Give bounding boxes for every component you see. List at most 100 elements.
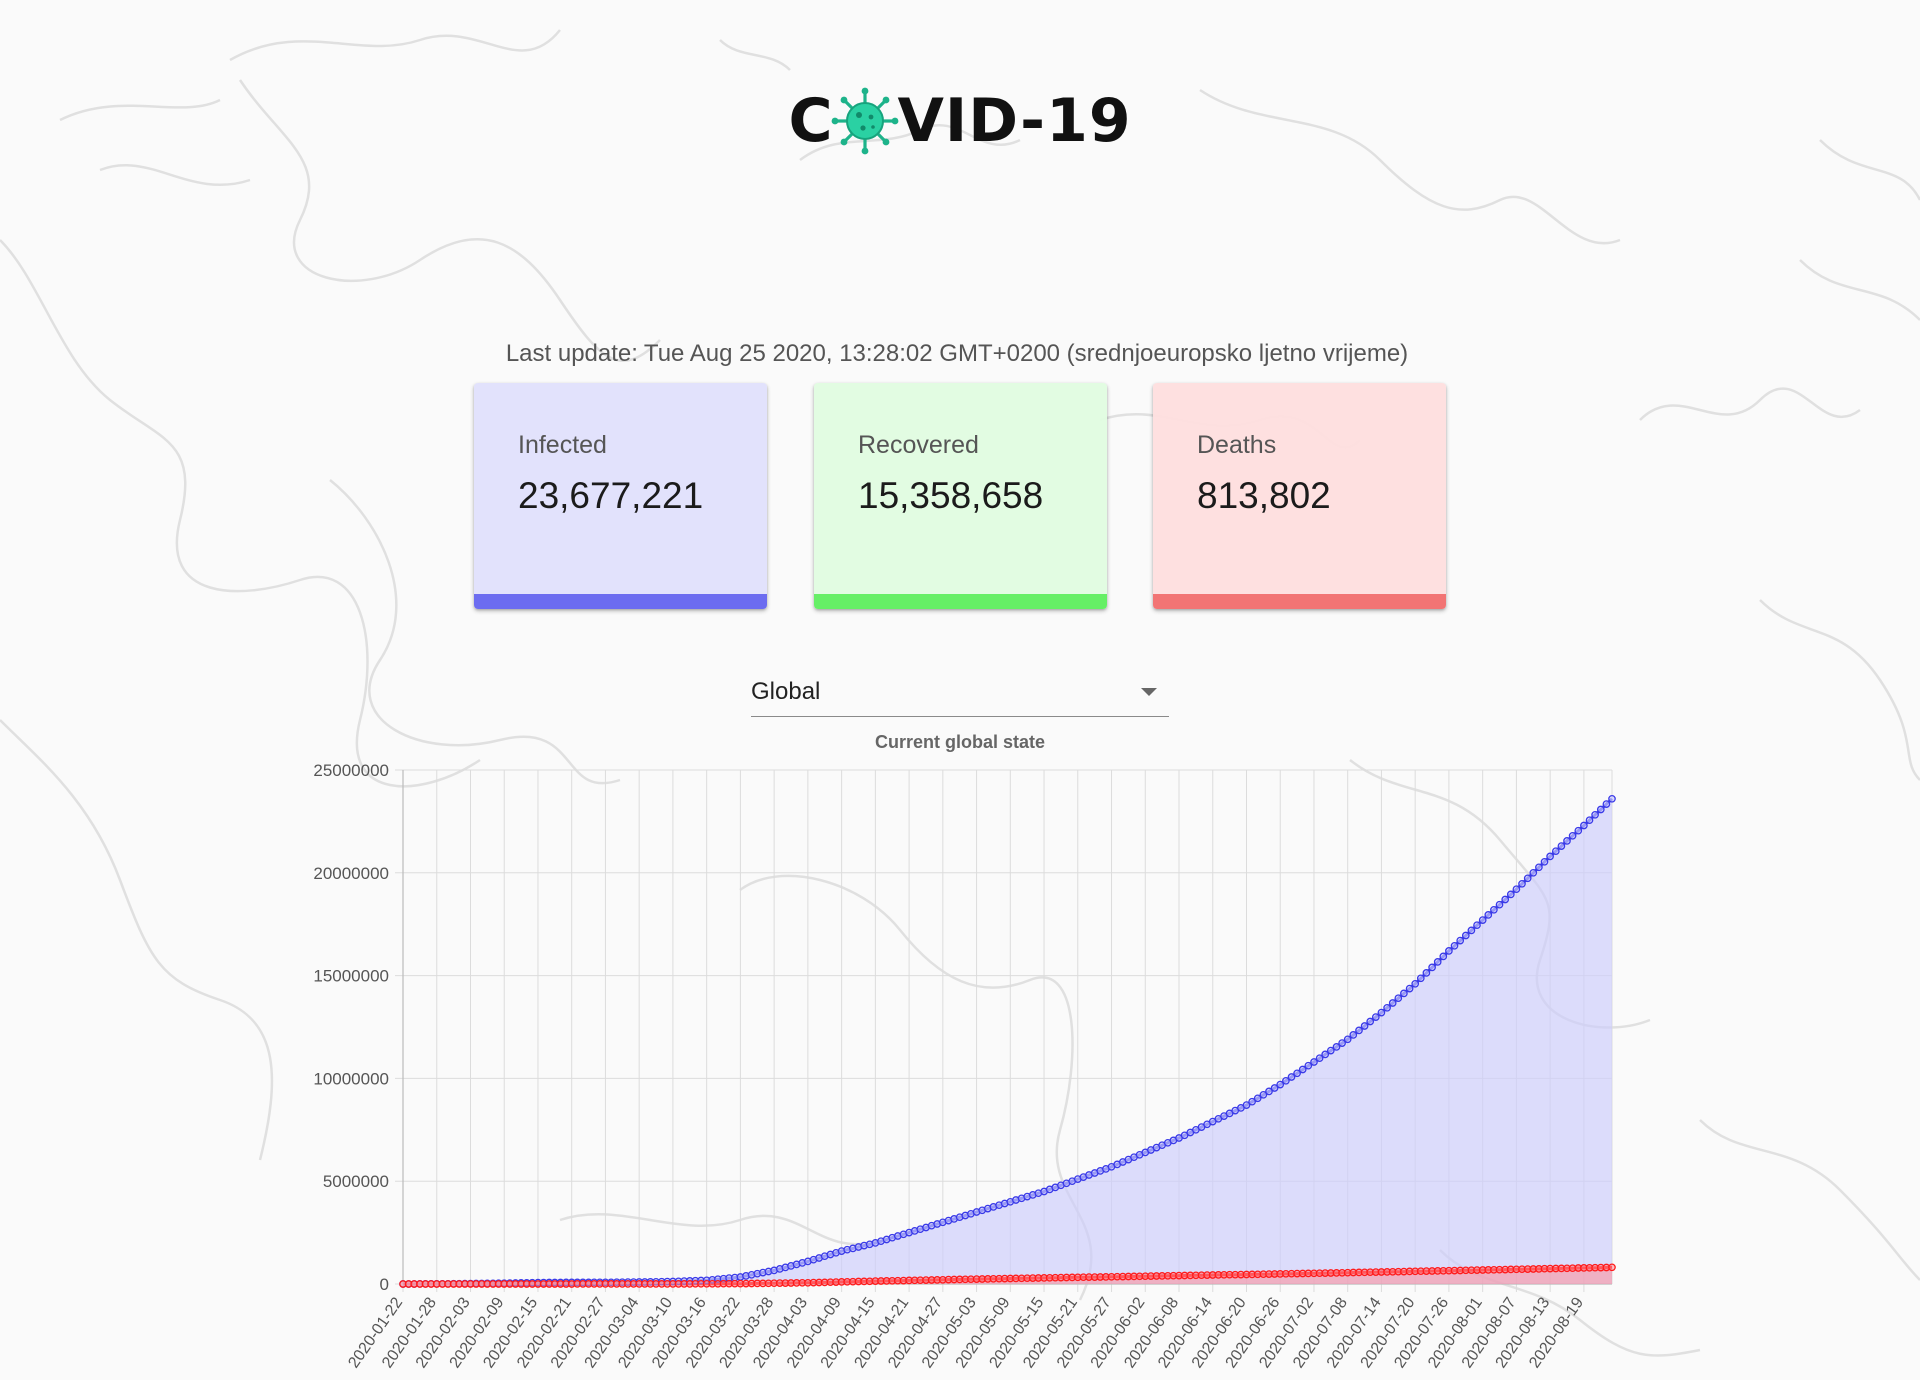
infected-point	[1315, 1054, 1324, 1063]
infected-point	[1473, 921, 1481, 930]
deaths-value: 813,802	[1197, 475, 1331, 516]
infected-point	[1546, 852, 1554, 861]
country-select-value: Global	[751, 678, 821, 705]
infected-point	[1253, 1094, 1262, 1103]
infected-point	[1439, 952, 1448, 961]
infected-point	[1602, 800, 1611, 808]
infected-color-bar	[474, 594, 767, 609]
chart-points	[399, 794, 1616, 1288]
infected-point	[1591, 810, 1599, 819]
y-tick-label: 15000000	[313, 967, 389, 986]
infected-point	[1400, 989, 1408, 998]
infected-point	[1349, 1031, 1358, 1039]
x-axis-ticks: 2020-01-222020-01-282020-02-032020-02-09…	[345, 1294, 1587, 1371]
y-tick-label: 5000000	[323, 1172, 389, 1191]
deaths-point	[1608, 1263, 1616, 1272]
infected-point	[1371, 1013, 1380, 1021]
infected-point	[1490, 905, 1498, 914]
deaths-label: Deaths	[1197, 431, 1277, 459]
app-logo: C VID-19	[0, 78, 1920, 161]
country-select[interactable]: Global	[751, 672, 1169, 717]
infected-point	[1310, 1058, 1318, 1066]
infected-point	[1405, 984, 1414, 993]
infected-point	[1450, 941, 1459, 950]
infected-point	[1326, 1046, 1335, 1055]
y-tick-label: 10000000	[313, 1069, 389, 1088]
infected-card: Infected 23,677,221	[474, 383, 767, 609]
recovered-value: 15,358,658	[858, 475, 1044, 516]
chart-areas	[403, 798, 1612, 1284]
last-update: Last update: Tue Aug 25 2020, 13:28:02 GM…	[0, 340, 1920, 368]
infected-point	[1394, 994, 1403, 1003]
infected-point	[1512, 885, 1521, 894]
recovered-color-bar	[814, 594, 1107, 609]
deaths-area	[403, 1267, 1612, 1284]
infected-point	[1270, 1084, 1279, 1092]
infected-point	[1445, 947, 1453, 955]
infected-point	[1332, 1043, 1341, 1051]
infected-point	[1242, 1101, 1251, 1109]
logo-text-left: C	[788, 86, 834, 157]
infected-point	[1557, 842, 1566, 850]
infected-point	[1467, 926, 1476, 935]
logo-text-right: VID-19	[897, 86, 1132, 157]
infected-point	[1343, 1035, 1352, 1044]
infected-point	[1551, 847, 1560, 856]
infected-point	[1388, 999, 1397, 1007]
infected-point	[1518, 879, 1526, 888]
infected-point	[1265, 1087, 1273, 1096]
infected-point	[1304, 1061, 1313, 1070]
infected-point	[1287, 1073, 1296, 1081]
infected-point	[1484, 911, 1493, 919]
infected-point	[1456, 936, 1465, 945]
infected-point	[1495, 900, 1504, 909]
y-tick-label: 25000000	[313, 761, 389, 780]
dropdown-arrow-icon	[1141, 688, 1157, 696]
infected-point	[1568, 831, 1577, 840]
infected-point	[1608, 794, 1616, 803]
infected-point	[1366, 1017, 1375, 1026]
infected-point	[1338, 1039, 1346, 1047]
infected-point	[1259, 1090, 1268, 1099]
infected-point	[1540, 857, 1549, 866]
infected-label: Infected	[518, 431, 607, 459]
infected-point	[1501, 895, 1510, 904]
y-axis-ticks: 0 5000000 10000000 15000000 20000000 25000000	[313, 761, 389, 1294]
infected-point	[1416, 974, 1425, 983]
last-update-label: Last update:	[505, 340, 638, 367]
infected-point	[1535, 863, 1543, 872]
infected-point	[1529, 868, 1538, 877]
infected-point	[1478, 916, 1487, 924]
infected-point	[1248, 1097, 1256, 1106]
infected-point	[1506, 890, 1515, 899]
deaths-color-bar	[1153, 594, 1446, 609]
infected-point	[1596, 805, 1605, 814]
infected-point	[1422, 969, 1431, 977]
recovered-label: Recovered	[858, 431, 979, 459]
chart-title: Current global state	[875, 732, 1045, 752]
infected-point	[1282, 1076, 1290, 1085]
infected-point	[1433, 958, 1442, 966]
y-tick-label: 20000000	[313, 864, 389, 883]
infected-point	[1321, 1050, 1330, 1059]
infected-point	[1383, 1003, 1391, 1012]
infected-point	[1585, 816, 1594, 825]
infected-point	[1523, 874, 1532, 883]
infected-point	[1293, 1069, 1301, 1078]
infected-point	[1355, 1026, 1363, 1035]
infected-point	[1574, 826, 1583, 835]
infected-point	[1377, 1008, 1386, 1017]
infected-point	[1411, 979, 1420, 988]
recovered-card: Recovered 15,358,658	[814, 383, 1107, 609]
infected-point	[1276, 1080, 1285, 1089]
stat-cards: Infected 23,677,221 Recovered 15,358,658…	[474, 383, 1446, 609]
infected-area	[403, 798, 1612, 1284]
deaths-card: Deaths 813,802	[1153, 383, 1446, 609]
infected-value: 23,677,221	[518, 475, 704, 516]
virus-icon	[832, 88, 899, 155]
y-tick-label: 0	[380, 1275, 389, 1294]
last-update-timestamp: Tue Aug 25 2020, 13:28:02 GMT+0200 (sred…	[643, 340, 1409, 367]
infected-point	[1580, 821, 1588, 830]
infected-point	[1298, 1065, 1307, 1074]
